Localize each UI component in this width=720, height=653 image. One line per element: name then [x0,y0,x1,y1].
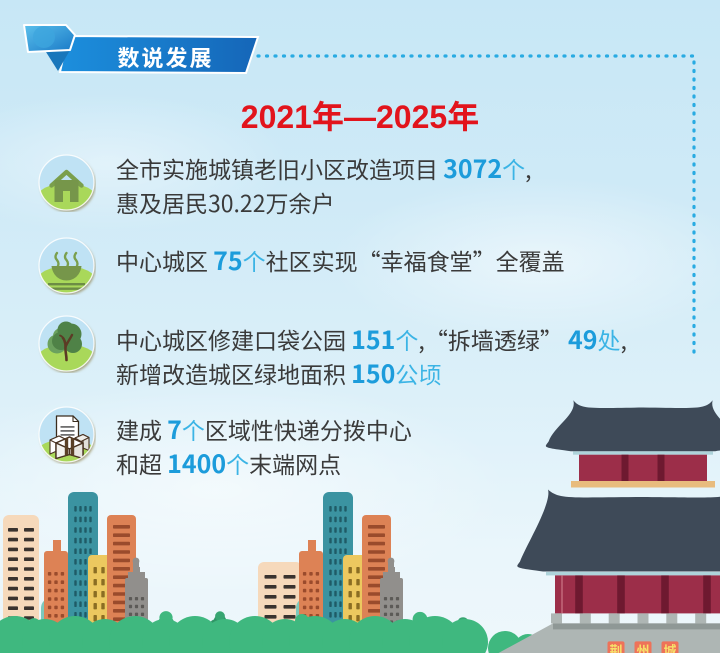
svg-text:州: 州 [636,640,649,653]
svg-text:荆: 荆 [609,640,622,653]
svg-text:城: 城 [663,640,676,653]
